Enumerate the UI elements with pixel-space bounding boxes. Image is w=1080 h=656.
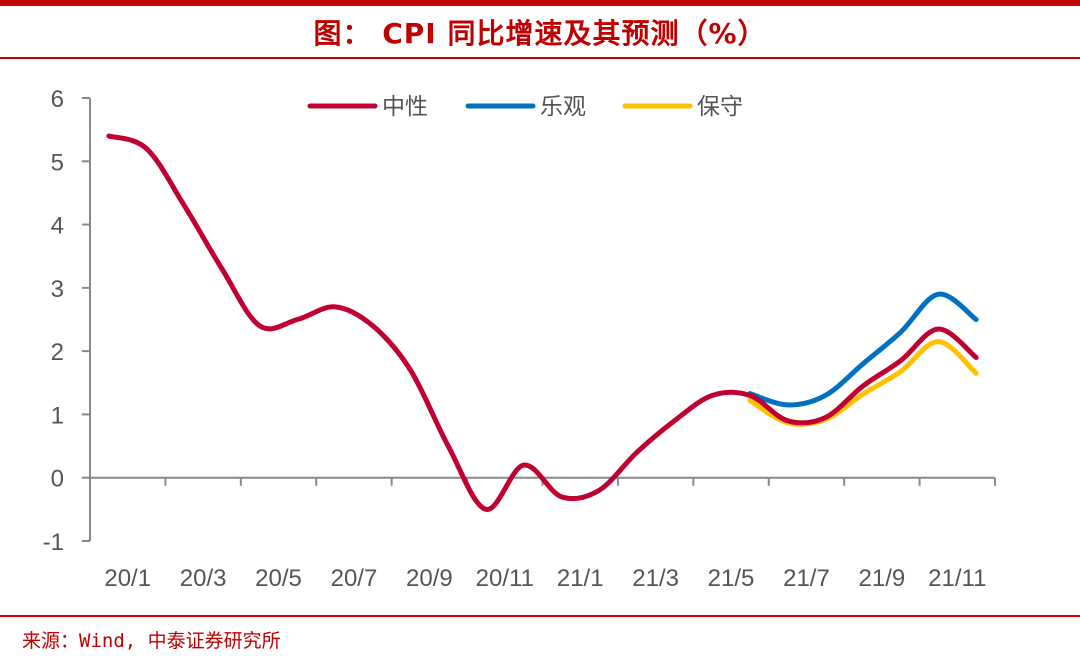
y-axis-labels: 6 5 4 3 2 1 0 -1 xyxy=(43,86,64,556)
legend: 中性 乐观 保守 xyxy=(307,94,743,120)
x-tick-label: 21/11 xyxy=(928,565,986,592)
chart-title: 图： CPI 同比增速及其预测（%） xyxy=(313,17,767,50)
legend-label-optimistic: 乐观 xyxy=(540,94,586,120)
series-line-neutral xyxy=(106,133,979,512)
y-tick-label: 3 xyxy=(51,276,64,303)
legend-label-conservative: 保守 xyxy=(697,94,743,120)
x-tick-label: 20/1 xyxy=(104,565,151,592)
footer-divider xyxy=(0,615,1080,617)
x-tick-label: 21/7 xyxy=(783,565,830,592)
x-tick-label: 21/1 xyxy=(557,565,604,592)
x-tick-label: 20/11 xyxy=(476,565,534,592)
x-axis-labels: 20/1 20/3 20/5 20/7 20/9 20/11 21/1 21/3 21/5 21/… xyxy=(104,565,986,592)
x-tick-label: 20/7 xyxy=(331,565,378,592)
x-tick-label: 21/5 xyxy=(708,565,755,592)
legend-label-neutral: 中性 xyxy=(382,94,428,120)
y-tick-label: 0 xyxy=(51,466,64,493)
title-divider xyxy=(0,57,1080,59)
y-tick-label: 1 xyxy=(51,402,64,429)
y-tick-label: 2 xyxy=(51,339,64,366)
y-tick-label: 4 xyxy=(51,213,64,240)
y-tick-label: -1 xyxy=(43,529,64,556)
x-tick-label: 21/9 xyxy=(859,565,906,592)
source-note: 来源：Wind, 中泰证券研究所 xyxy=(22,630,281,652)
top-banner-bar xyxy=(0,0,1080,6)
x-tick-label: 20/9 xyxy=(406,565,453,592)
y-tick-label: 5 xyxy=(51,149,64,176)
series-lines xyxy=(106,133,979,512)
x-tick-label: 20/3 xyxy=(180,565,227,592)
y-tick-label: 6 xyxy=(51,86,64,113)
x-tick-label: 21/3 xyxy=(632,565,679,592)
series-line-optimistic xyxy=(747,291,979,408)
x-tick-label: 20/5 xyxy=(255,565,302,592)
